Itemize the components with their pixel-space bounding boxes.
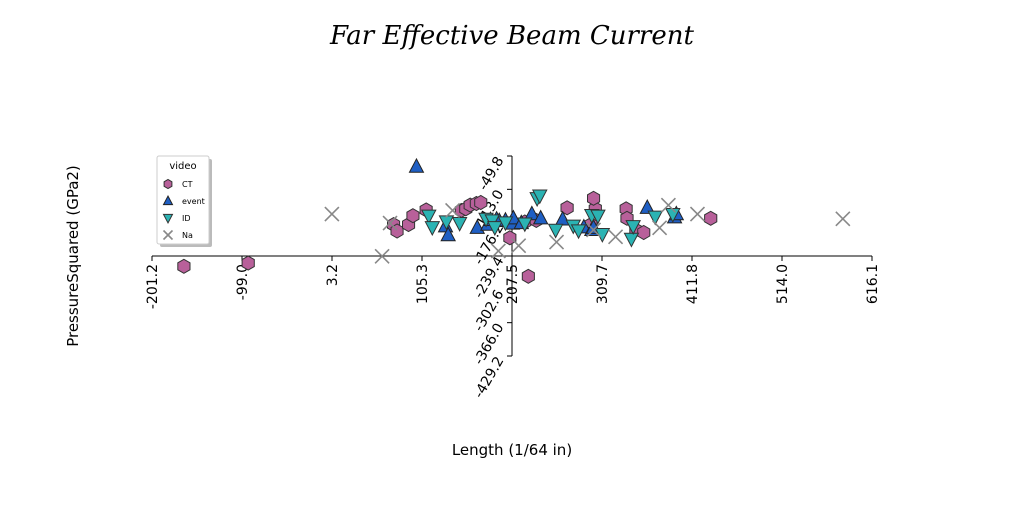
data-point-id xyxy=(451,216,468,232)
data-point-id xyxy=(547,223,564,239)
x-tick-label: -201.2 xyxy=(145,264,161,309)
x-ticks: -201.2 -99.0 3.2 105.3 207.5 309.7 411.8 514.0 6… xyxy=(145,256,881,309)
legend-marker-id xyxy=(162,213,174,225)
data-point-event xyxy=(408,157,425,173)
data-point-na xyxy=(374,248,390,264)
legend: video CT event ID Na xyxy=(156,155,212,247)
x-tick-label: 105.3 xyxy=(415,264,431,304)
data-points xyxy=(177,157,851,284)
data-point-na xyxy=(660,197,676,213)
data-point-na xyxy=(445,202,461,218)
data-point-event xyxy=(532,209,549,225)
data-point-id xyxy=(625,220,642,235)
legend-marker-na xyxy=(162,229,174,241)
data-point-ct xyxy=(474,194,488,211)
data-point-ct xyxy=(241,255,255,271)
data-point-na xyxy=(511,238,527,254)
data-point-na xyxy=(835,211,851,227)
x-tick-label: 411.8 xyxy=(685,264,701,304)
legend-box xyxy=(156,155,210,245)
legend-entry-label: ID xyxy=(182,214,191,223)
x-tick-label: -99.0 xyxy=(235,264,251,300)
y-axis-label: PressureSquared (GPa2) xyxy=(64,165,82,347)
data-point-na xyxy=(689,206,706,222)
data-point-ct xyxy=(560,200,574,216)
x-tick-label: 207.5 xyxy=(505,264,521,304)
x-tick-label: 514.0 xyxy=(775,264,791,304)
data-point-id xyxy=(424,221,441,237)
legend-entry-label: event xyxy=(182,197,205,206)
data-point-na xyxy=(548,234,565,250)
data-point-event xyxy=(639,198,656,214)
legend-entries: CT event ID Na xyxy=(162,178,205,241)
x-tick-label: 309.7 xyxy=(595,264,611,304)
data-point-id xyxy=(516,217,533,233)
data-point-id xyxy=(570,224,587,240)
legend-marker-event xyxy=(162,194,174,206)
data-point-ct xyxy=(637,224,651,241)
x-axis-label: Length (1/64 in) xyxy=(452,441,572,459)
data-point-na xyxy=(585,222,602,238)
data-point-ct xyxy=(177,258,191,274)
data-point-na xyxy=(490,243,506,259)
data-point-na xyxy=(324,206,340,222)
x-tick-label: 616.1 xyxy=(865,264,881,304)
data-point-id xyxy=(497,216,514,232)
data-point-id xyxy=(487,221,503,237)
data-point-na xyxy=(607,229,624,245)
legend-entry-label: Na xyxy=(182,231,193,240)
data-point-id xyxy=(531,189,548,205)
data-point-ct xyxy=(406,208,420,224)
axes: -201.2 -99.0 3.2 105.3 207.5 309.7 411.8 514.0 6… xyxy=(145,154,881,401)
x-tick-label: 3.2 xyxy=(325,264,341,286)
data-point-na xyxy=(652,220,668,236)
data-point-na xyxy=(382,215,398,231)
data-point-ct xyxy=(503,230,517,246)
data-point-ct xyxy=(587,190,601,206)
data-point-ct xyxy=(521,268,535,284)
data-point-id xyxy=(623,232,640,248)
data-point-id xyxy=(590,209,606,225)
data-point-id xyxy=(420,209,437,225)
y-tick-label: -49.8 xyxy=(475,154,507,193)
legend-marker-ct xyxy=(163,178,173,190)
chart-title: Far Effective Beam Current xyxy=(329,21,694,51)
data-point-event xyxy=(440,226,457,242)
data-point-event xyxy=(524,205,540,221)
legend-title: video xyxy=(169,161,196,172)
legend-entry-label: CT xyxy=(182,180,193,189)
data-point-id xyxy=(647,210,664,226)
data-point-ct xyxy=(704,210,718,226)
